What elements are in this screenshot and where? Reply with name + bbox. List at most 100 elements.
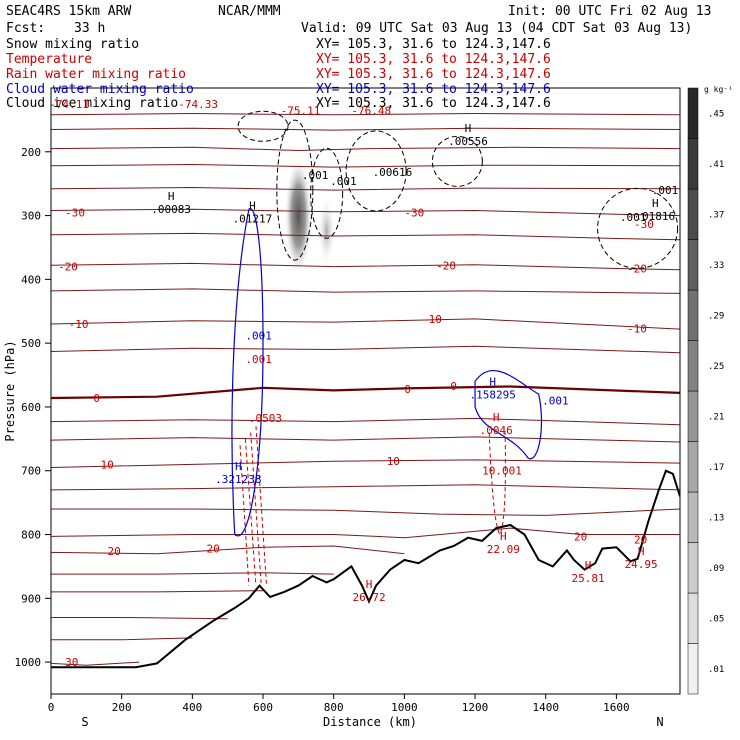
maximum-marker: H <box>235 460 242 473</box>
field-temperature-xy: XY= 105.3, 31.6 to 124.3,147.6 <box>316 52 551 67</box>
field-cloudice-xy: XY= 105.3, 31.6 to 124.3,147.6 <box>316 96 551 111</box>
y-axis-label: Pressure (hPa) <box>3 340 17 441</box>
temperature-isotherm <box>51 436 680 443</box>
isotherm-label: 20 <box>108 545 121 558</box>
maximum-marker: H <box>168 190 175 203</box>
isotherm-label: 30 <box>65 656 78 669</box>
maximum-marker: H <box>366 578 373 591</box>
cloud-ice-outline <box>597 187 679 269</box>
colorbar-tick-label: .29 <box>708 311 724 321</box>
maximum-marker: H <box>465 122 472 135</box>
maximum-marker: H <box>489 376 496 389</box>
y-tick-label: 900 <box>21 592 41 605</box>
field-rain-name: Rain water mixing ratio <box>6 67 187 82</box>
cloud-ice-outline <box>276 119 314 261</box>
isotherm-label: -20 <box>627 263 647 276</box>
temperature-isotherm <box>51 572 334 575</box>
cloud-ice-outline <box>310 147 344 239</box>
rain-cell-outline <box>488 432 506 536</box>
x-tick-label: 1000 <box>391 701 418 714</box>
temperature-isotherm <box>51 146 680 152</box>
temperature-isotherm <box>51 661 140 666</box>
maximum-value: .321238 <box>215 473 261 486</box>
field-cloudwater-name: Cloud water mixing ratio <box>6 82 194 97</box>
temperature-isotherm <box>51 545 405 555</box>
colorbar-unit: g kg⁻¹ <box>704 85 733 94</box>
x-axis-end-label: N <box>656 715 663 729</box>
colorbar-segment <box>687 390 699 442</box>
maximum-value: 24.95 <box>625 558 658 571</box>
temperature-isotherm <box>51 345 680 354</box>
cloud-water-outline <box>231 208 264 537</box>
temperature-isotherm <box>51 288 680 294</box>
cloud-ice-outline <box>345 130 407 212</box>
temperature-isotherm <box>51 508 680 516</box>
temperature-isotherm <box>51 232 680 241</box>
maximum-marker: H <box>249 200 256 213</box>
isotherm-label: 20 <box>206 543 219 556</box>
fcst-value: 33 h <box>74 21 106 36</box>
y-tick-label: 800 <box>21 529 41 542</box>
isotherm-label: 0 <box>450 380 457 393</box>
temperature-isotherm <box>51 527 680 539</box>
y-tick-label: 700 <box>21 465 41 478</box>
colorbar-tick-label: .37 <box>708 210 724 220</box>
contour-label: .001 <box>652 184 679 197</box>
cloud-ice-outline <box>237 110 289 142</box>
colorbar-tick-label: .45 <box>708 109 724 119</box>
snow-shading-core <box>284 161 313 282</box>
colorbar-tick-label: .13 <box>708 513 724 523</box>
field-cloudice-name: Cloud ice mixing ratio <box>6 96 179 111</box>
colorbar-tick-label: .17 <box>708 463 724 473</box>
center-label: NCAR/MMM <box>218 4 281 19</box>
y-tick-label: 400 <box>21 273 41 286</box>
contour-label: .001 <box>302 169 329 182</box>
isotherm-label: -10 <box>69 318 89 331</box>
y-tick-label: 200 <box>21 146 41 159</box>
maximum-marker: H <box>493 411 500 424</box>
rain-shaft <box>250 432 262 586</box>
colorbar-segment <box>687 441 699 493</box>
colorbar-tick-label: .01 <box>708 665 724 675</box>
temperature-isotherm <box>51 127 680 131</box>
y-tick-label: 300 <box>21 210 41 223</box>
colorbar-tick-label: .41 <box>708 160 724 170</box>
colorbar-segment <box>687 289 699 341</box>
temperature-isotherm <box>51 163 680 168</box>
x-tick-label: 1400 <box>532 701 559 714</box>
snow-shading-secondary <box>317 199 336 270</box>
temperature-isotherm <box>51 617 228 620</box>
x-axis-start-label: S <box>81 715 88 729</box>
y-tick-label: 1000 <box>15 656 42 669</box>
temperature-isotherm <box>51 590 264 593</box>
maximum-value: 26.72 <box>352 591 385 604</box>
isotherm-label: -10 <box>627 322 647 335</box>
maximum-value: 22.09 <box>487 543 520 556</box>
temperature-isotherm <box>51 417 680 426</box>
field-temperature-name: Temperature <box>6 52 93 67</box>
terrain-line <box>51 469 680 669</box>
x-tick-label: 200 <box>112 701 132 714</box>
maximum-value: .158295 <box>470 389 516 402</box>
temperature-isotherm <box>51 385 680 400</box>
field-snow-xy: XY= 105.3, 31.6 to 124.3,147.6 <box>316 37 551 52</box>
isotherm-label: -20 <box>436 259 456 272</box>
maximum-value: 25.81 <box>572 572 605 585</box>
isotherm-label: 10 <box>100 458 113 471</box>
colorbar-tick-label: .33 <box>708 261 724 271</box>
temperature-isotherm <box>51 112 680 116</box>
maximum-value: .01217 <box>233 213 273 226</box>
isotherm-label: 0 <box>404 383 411 396</box>
contour-label: .001 <box>542 395 569 408</box>
rain-shaft <box>255 426 268 586</box>
fcst-label: Fcst: <box>6 21 46 36</box>
field-snow-name: Snow mixing ratio <box>6 37 140 52</box>
x-tick-label: 1200 <box>462 701 489 714</box>
colorbar-segment <box>687 592 699 644</box>
model-title: SEAC4RS 15km ARW <box>6 4 132 19</box>
x-tick-label: 600 <box>253 701 273 714</box>
x-axis-label: Distance (km) <box>323 715 417 729</box>
maximum-marker: H <box>638 545 645 558</box>
maximum-value: .00083 <box>151 203 191 216</box>
